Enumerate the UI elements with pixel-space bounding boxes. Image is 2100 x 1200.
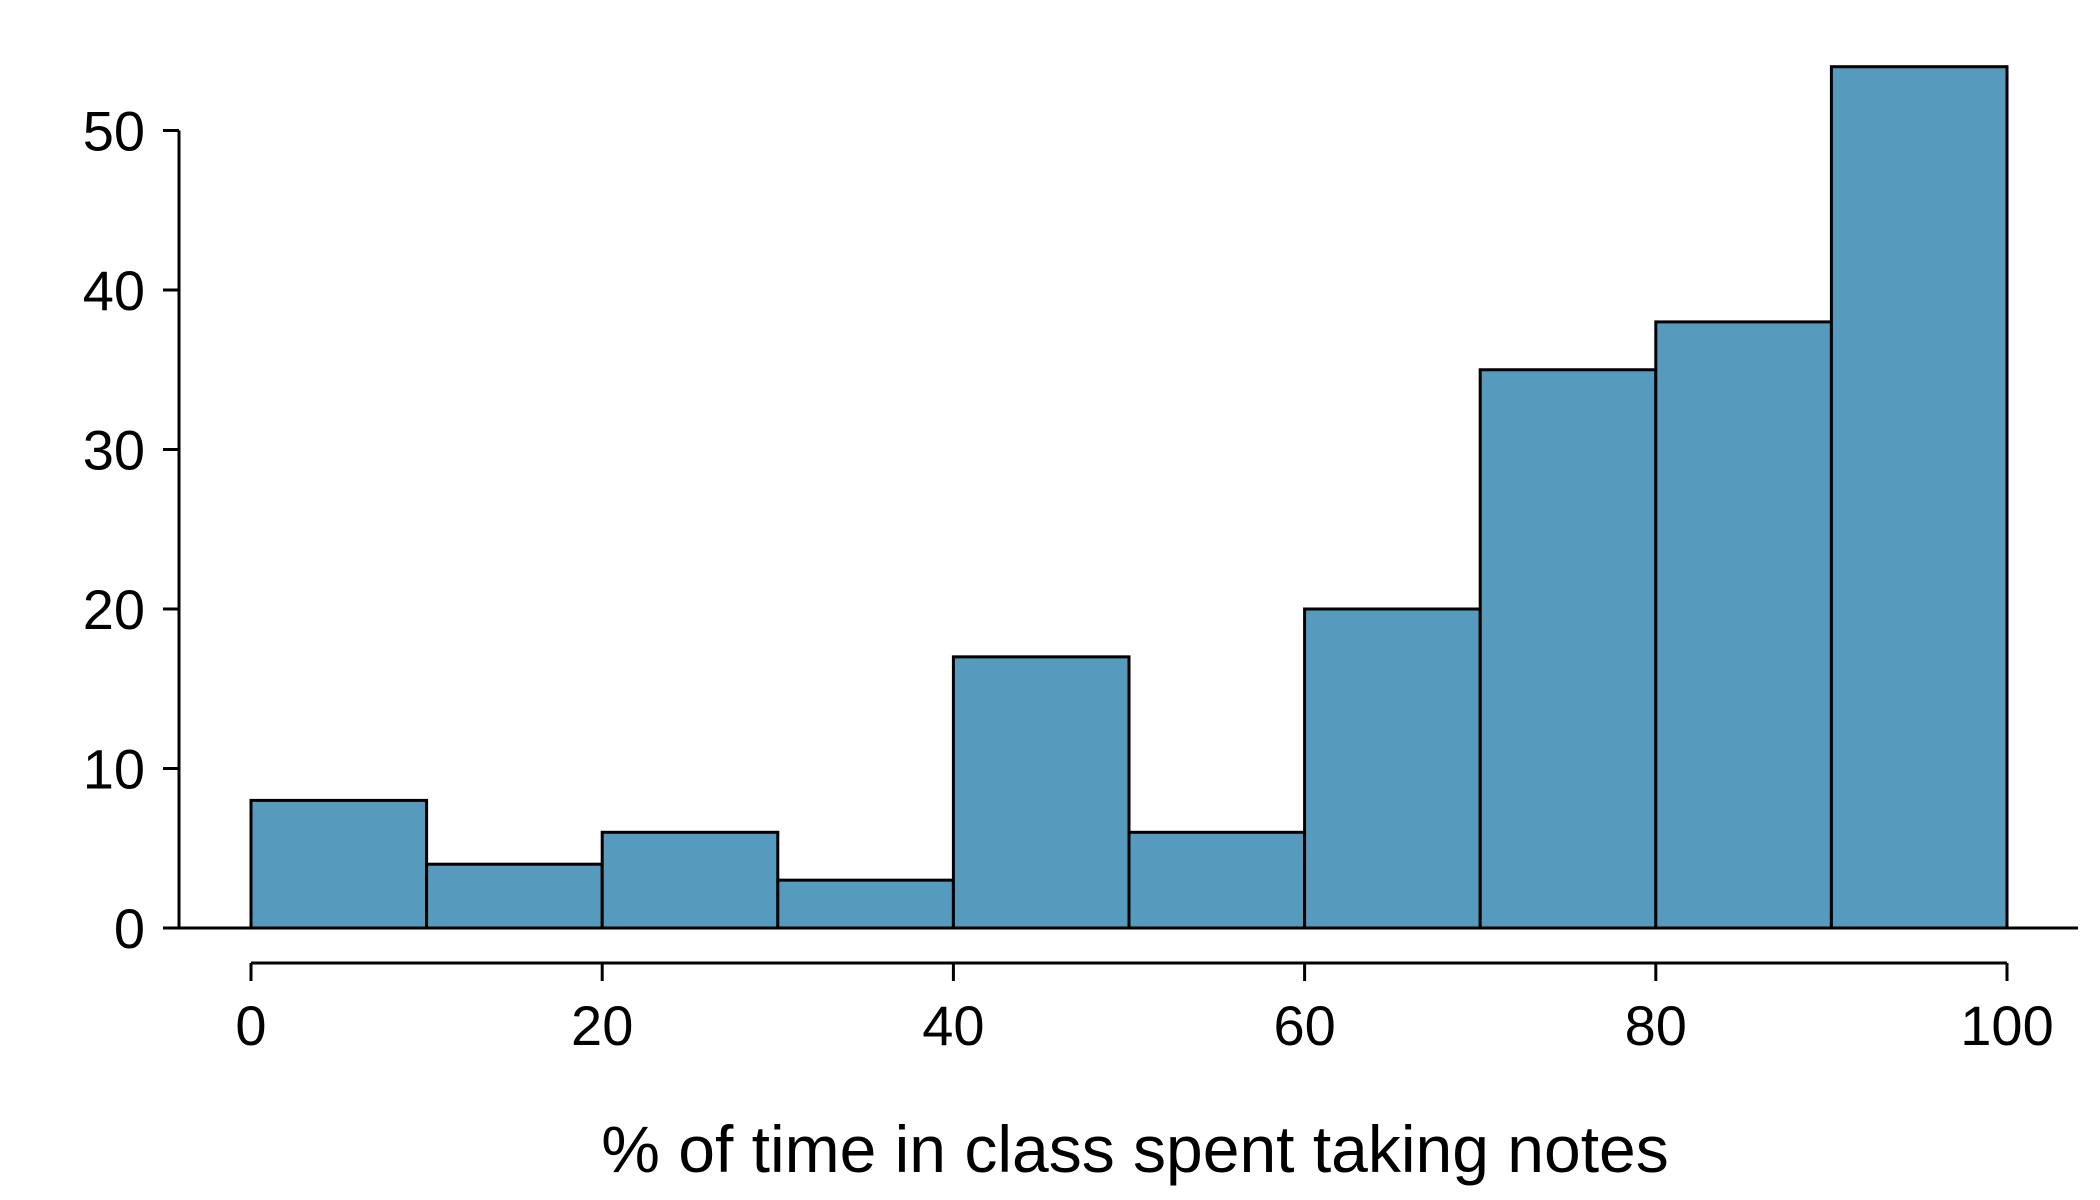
histogram-bar <box>249 798 429 930</box>
x-axis: 0 20 40 60 80 100 <box>235 961 2054 1057</box>
y-tick-label: 0 <box>114 897 145 960</box>
y-tick-label: 20 <box>83 578 145 641</box>
x-tick-label: 40 <box>922 994 984 1057</box>
x-tick-label: 100 <box>1960 994 2053 1057</box>
histogram-bar <box>1478 368 1658 930</box>
x-tick-label: 20 <box>571 994 633 1057</box>
histogram-bar <box>1829 65 2009 930</box>
histogram-bar <box>600 830 780 930</box>
histogram-bar <box>951 655 1131 930</box>
x-tick-label: 60 <box>1273 994 1335 1057</box>
y-axis: 0 10 20 30 40 50 <box>83 100 2078 960</box>
histogram-bars <box>249 65 2009 930</box>
x-tick-label: 80 <box>1625 994 1687 1057</box>
histogram-bar <box>1127 830 1307 930</box>
histogram-bar <box>425 862 604 930</box>
x-tick-label: 0 <box>235 994 266 1057</box>
x-axis-title: % of time in class spent taking notes <box>601 1112 1669 1186</box>
histogram-bar <box>1654 320 1833 930</box>
y-tick-label: 30 <box>83 419 145 482</box>
y-tick-label: 40 <box>83 259 145 322</box>
histogram-bar <box>776 878 955 930</box>
y-tick-label: 10 <box>83 738 145 801</box>
y-tick-label: 50 <box>83 100 145 163</box>
histogram-bar <box>1303 607 1482 930</box>
